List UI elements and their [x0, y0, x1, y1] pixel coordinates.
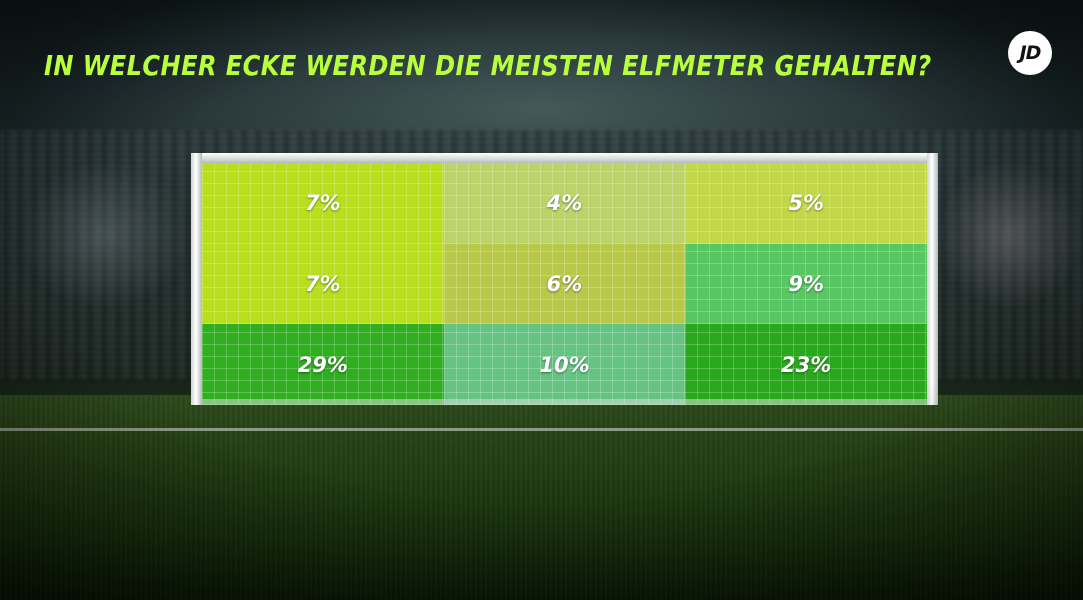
goal-zone-value-label: 9%: [788, 271, 824, 296]
goal-zone-cell-r1-c1: 7%: [202, 163, 444, 244]
goal-zone-value-label: 6%: [546, 271, 583, 296]
pitch: [0, 395, 1083, 600]
goal-zone-value-label: 5%: [788, 191, 824, 216]
jd-logo-icon: JD: [1008, 31, 1052, 75]
goal-zone-grid: 7% 4% 5% 7% 6% 9% 29% 10% 23%: [202, 163, 927, 405]
goal-zone-cell-r2-c1: 7%: [202, 243, 444, 325]
goal-zone-cell-r1-c2: 4%: [443, 163, 686, 244]
goal-zone-value-label: 4%: [546, 191, 583, 216]
net-bottom-edge: [202, 399, 927, 405]
chart-title: In welcher Ecke werden die meisten Elfme…: [44, 49, 932, 82]
goal-zone-cell-r1-c3: 5%: [685, 163, 927, 244]
goal-zone-cell-r2-c2: 6%: [443, 243, 686, 325]
goal-post-right: [927, 153, 938, 405]
goal-zone-value-label: 29%: [297, 352, 348, 377]
goal-post-left: [191, 153, 202, 405]
goal-zone-cell-r3-c2: 10%: [443, 324, 686, 405]
goal: 7% 4% 5% 7% 6% 9% 29% 10% 23%: [191, 153, 938, 405]
goal-zone-value-label: 23%: [781, 352, 832, 377]
goal-zone-value-label: 10%: [539, 352, 590, 377]
goal-zone-cell-r3-c3: 23%: [685, 324, 927, 405]
crowd-left-glow: [20, 160, 190, 310]
goal-zone-value-label: 7%: [305, 191, 341, 216]
goal-zone-cell-r3-c1: 29%: [202, 324, 444, 405]
crowd-right-glow: [935, 160, 1083, 310]
goal-zone-cell-r2-c3: 9%: [685, 243, 927, 325]
pitch-line: [0, 428, 1083, 431]
logo-text: JD: [1019, 42, 1042, 64]
goal-zone-value-label: 7%: [305, 271, 341, 296]
goal-crossbar: [191, 153, 938, 163]
